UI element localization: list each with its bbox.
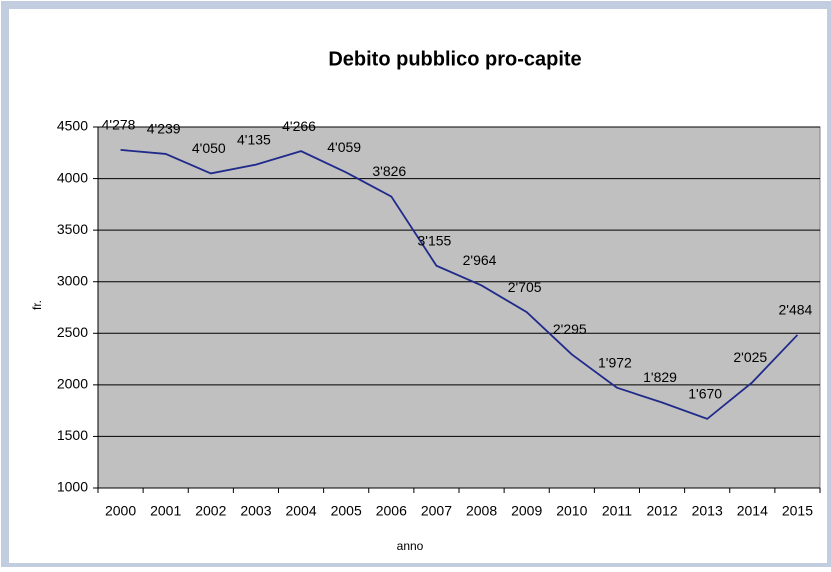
y-tick-label: 4000 [57,169,88,185]
x-tick-label: 2008 [466,503,497,519]
x-tick-label: 2002 [195,503,226,519]
data-label: 4'278 [102,117,136,133]
data-label: 4'135 [237,131,271,147]
x-tick-label: 2011 [602,503,632,519]
data-label: 3'155 [418,232,452,248]
data-label: 3'826 [372,163,406,179]
x-tick-label: 2015 [782,503,813,519]
chart-title: Debito pubblico pro-capite [328,48,581,70]
y-tick-label: 3500 [57,221,88,237]
data-label: 2'964 [463,252,497,268]
x-tick-label: 2010 [556,503,587,519]
x-tick-label: 2005 [331,503,362,519]
x-tick-label: 2001 [150,503,181,519]
x-tick-label: 2007 [421,503,452,519]
data-label: 1'829 [643,369,677,385]
x-axis-label: anno [397,539,424,553]
data-label: 2'705 [508,279,542,295]
data-label: 1'972 [598,354,632,370]
y-tick-label: 2000 [57,376,88,392]
data-line [120,149,799,420]
data-label: 4'050 [192,140,226,156]
x-tick-label: 2014 [737,503,768,519]
data-label: 1'670 [688,386,722,402]
x-tick-label: 2000 [105,503,136,519]
y-tick-label: 3000 [57,272,88,288]
data-label: 4'266 [282,118,316,134]
x-tick-label: 2012 [646,503,677,519]
y-tick-label: 1500 [57,427,88,443]
data-label: 2'025 [733,349,767,365]
y-tick-label: 1000 [57,479,88,495]
x-tick-label: 2013 [692,503,723,519]
data-label: 4'059 [327,139,361,155]
y-axis-label: fr. [30,300,44,310]
data-label: 4'239 [147,121,181,137]
x-tick-label: 2004 [285,503,316,519]
x-tick-label: 2006 [376,503,407,519]
data-label: 2'484 [779,302,813,318]
y-tick-label: 2500 [57,324,88,340]
plot-area [97,126,821,489]
x-tick-label: 2009 [511,503,542,519]
data-label: 2'295 [553,321,587,337]
x-tick-label: 2003 [240,503,271,519]
y-tick-label: 4500 [57,118,88,134]
